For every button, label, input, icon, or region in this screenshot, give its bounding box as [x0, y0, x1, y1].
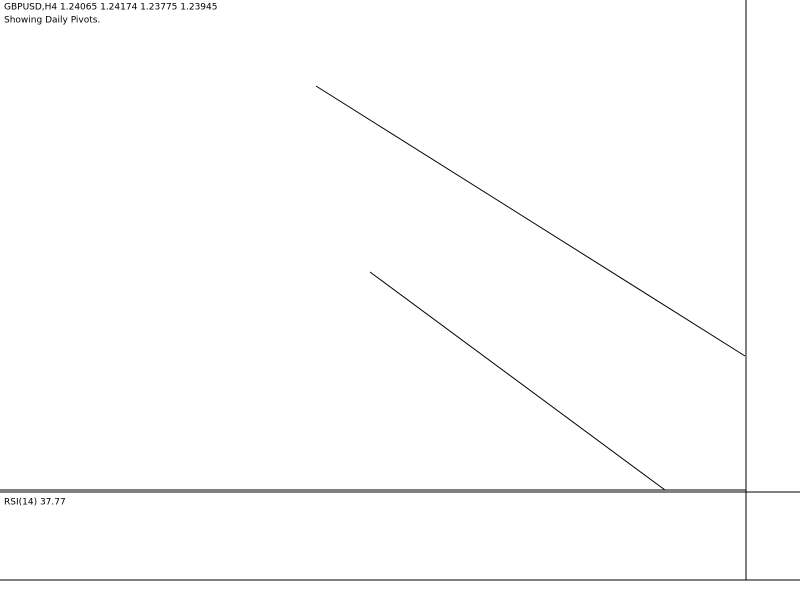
chart-subtitle: Showing Daily Pivots.	[4, 16, 100, 26]
channel-lower	[369, 271, 666, 491]
rsi-title: RSI(14) 37.77	[4, 498, 66, 508]
channel-upper	[315, 85, 746, 357]
chart-title: GBPUSD,H4 1.24065 1.24174 1.23775 1.2394…	[4, 3, 217, 13]
